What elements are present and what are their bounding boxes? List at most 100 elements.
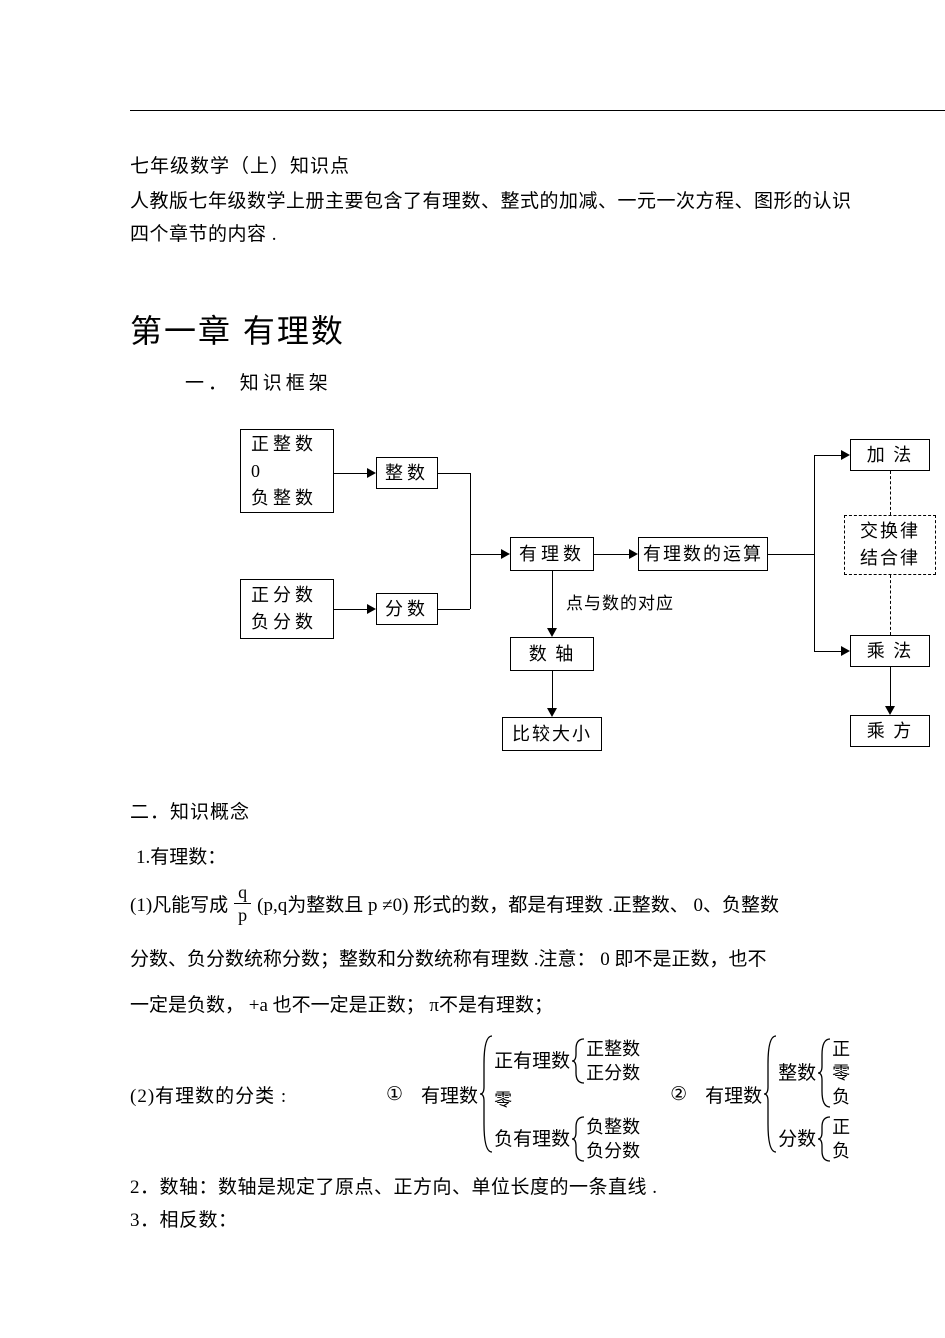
brace-leaf: 负: [832, 1085, 850, 1109]
brace-icon: [572, 1037, 586, 1085]
flowchart-edge: [438, 609, 470, 610]
brace-label: 有理数: [421, 1081, 478, 1108]
flowchart-node-pow: 乘 方: [850, 715, 930, 747]
section-one-label: 一． 知识框架: [185, 368, 945, 395]
flowchart-edge: [334, 473, 367, 474]
brace-icon: [818, 1037, 832, 1109]
flowchart-node-text: 正整数: [251, 431, 317, 458]
flowchart-edge: [814, 651, 841, 652]
concept-1-label: 1.有理数：: [136, 842, 945, 869]
brace-icon: [764, 1034, 778, 1154]
brace-label: 正有理数: [494, 1052, 570, 1071]
flowchart-edge: [890, 471, 891, 515]
flowchart-node-text: 乘 方: [867, 718, 914, 745]
flowchart-node-fraction: 分数: [376, 593, 438, 625]
flowchart-node-compare: 比较大小: [502, 717, 602, 751]
brace-group: 有理数 整数 正零负分数 正负: [705, 1034, 850, 1154]
point-3: 3．相反数：: [130, 1205, 945, 1232]
arrow-right-icon: [841, 450, 850, 460]
brace-items: 负整数负分数: [586, 1115, 640, 1163]
flowchart-edge: [438, 473, 470, 474]
flowchart-node-laws: 交换律结合律: [844, 515, 936, 575]
flowchart-edge: [552, 671, 553, 708]
flowchart-node-text: 结合律: [860, 545, 920, 572]
brace-items: 正零负: [832, 1037, 850, 1109]
flowchart-edge: [890, 575, 891, 635]
brace-label: 分数: [778, 1130, 816, 1149]
brace-leaf: 正整数: [586, 1037, 640, 1061]
flowchart-edge: [594, 554, 629, 555]
classification-scheme-2: 有理数 整数 正零负分数 正负: [705, 1034, 850, 1154]
arrow-down-icon: [885, 706, 895, 715]
brace-leaf: 正分数: [586, 1061, 640, 1085]
flowchart-node-numline: 数 轴: [510, 637, 594, 671]
brace-sub-group: 负有理数 负整数负分数: [494, 1112, 640, 1166]
flowchart-node-text: 负分数: [251, 609, 317, 636]
flowchart-node-text: 乘 法: [867, 638, 914, 665]
flowchart-node-text: 加 法: [867, 442, 914, 469]
arrow-down-icon: [547, 708, 557, 717]
flowchart-node-rational: 有理数: [510, 537, 594, 571]
arrow-right-icon: [841, 646, 850, 656]
brace-icon: [818, 1115, 832, 1163]
flowchart-edge: [552, 571, 553, 628]
arrow-right-icon: [629, 549, 638, 559]
flowchart-edge: [768, 554, 814, 555]
circled-2: ②: [670, 1083, 687, 1106]
def1-line3: 一定是负数， +a 也不一定是正数； π不是有理数；: [130, 988, 945, 1024]
brace-leaf: 负: [832, 1139, 850, 1163]
flowchart-node-integer: 整数: [376, 457, 438, 489]
section-two-label: 二．知识概念: [130, 797, 945, 824]
intro-desc-2: 四个章节的内容 .: [130, 219, 945, 246]
fraction-q-over-p: q p: [234, 883, 251, 924]
fraction-denominator: p: [238, 904, 247, 924]
flowchart-node-mul: 乘 法: [850, 635, 930, 667]
flowchart-edge: [470, 473, 471, 609]
flowchart-node-text: 整数: [385, 460, 429, 487]
arrow-right-icon: [501, 549, 510, 559]
classification-scheme-1: 有理数 正有理数 正整数正分数零负有理数 负整数负分数: [421, 1034, 640, 1154]
fraction-numerator: q: [234, 883, 251, 904]
brace-leaf: 正: [832, 1115, 850, 1139]
flowchart-node-text: 0: [251, 458, 264, 485]
flowchart-node-text: 有理数: [519, 541, 585, 568]
brace-label: 负有理数: [494, 1130, 570, 1149]
brace-icon: [572, 1115, 586, 1163]
classify-lead: (2)有理数的分类 :: [130, 1081, 380, 1108]
def1-prefix: (1)凡能写成: [130, 890, 228, 917]
flowchart-edge: [334, 609, 367, 610]
arrow-down-icon: [547, 628, 557, 637]
brace-label: 有理数: [705, 1081, 762, 1108]
knowledge-flowchart: 正整数0负整数正分数负分数 整数分数 有理数 有理数的运算数 轴比较大小 加 法交换律结…: [190, 419, 945, 779]
brace-label: 整数: [778, 1064, 816, 1083]
flowchart-edge: [890, 667, 891, 706]
point-2: 2．数轴：数轴是规定了原点、正方向、单位长度的一条直线 .: [130, 1172, 945, 1199]
flowchart-node-text: 有理数的运算: [643, 541, 763, 568]
brace-icon: [480, 1034, 494, 1154]
flowchart-node-int_kinds: 正整数0负整数: [240, 429, 334, 513]
def1-mid: (p,q为整数且 p ≠0) 形式的数，都是有理数 .正整数、 0、负整数: [257, 890, 779, 917]
arrow-right-icon: [367, 604, 376, 614]
top-rule: [130, 110, 945, 111]
document-page: 七年级数学（上）知识点 人教版七年级数学上册主要包含了有理数、整式的加减、一元一…: [0, 0, 945, 1232]
brace-sub-group: 正有理数 正整数正分数: [494, 1034, 640, 1088]
intro-desc-1: 人教版七年级数学上册主要包含了有理数、整式的加减、一元一次方程、图形的认识: [130, 186, 945, 213]
brace-sub-group: 分数 正负: [778, 1112, 850, 1166]
flowchart-node-text: 数 轴: [529, 641, 576, 668]
flowchart-node-text: 分数: [385, 596, 429, 623]
brace-items: 正负: [832, 1115, 850, 1163]
brace-leaf: 正: [832, 1037, 850, 1061]
flowchart-node-text: 交换律: [860, 518, 920, 545]
def1-line2: 分数、负分数统称分数；整数和分数统称有理数 .注意： 0 即不是正数，也不: [130, 942, 945, 978]
flowchart-edge: [814, 455, 841, 456]
flowchart-node-text: 正分数: [251, 582, 317, 609]
flowchart-edge-label: 点与数的对应: [566, 589, 674, 614]
flowchart-node-text: 负整数: [251, 485, 317, 512]
flowchart-node-text: 比较大小: [512, 721, 592, 748]
brace-items: 正整数正分数: [586, 1037, 640, 1085]
classification-row: (2)有理数的分类 : ① 有理数 正有理数 正整数正分数零负有理数 负整数负分…: [130, 1034, 945, 1154]
brace-leaf: 负整数: [586, 1115, 640, 1139]
intro-title: 七年级数学（上）知识点: [130, 151, 945, 178]
flowchart-node-add: 加 法: [850, 439, 930, 471]
brace-items: 整数 正零负分数 正负: [778, 1034, 850, 1154]
